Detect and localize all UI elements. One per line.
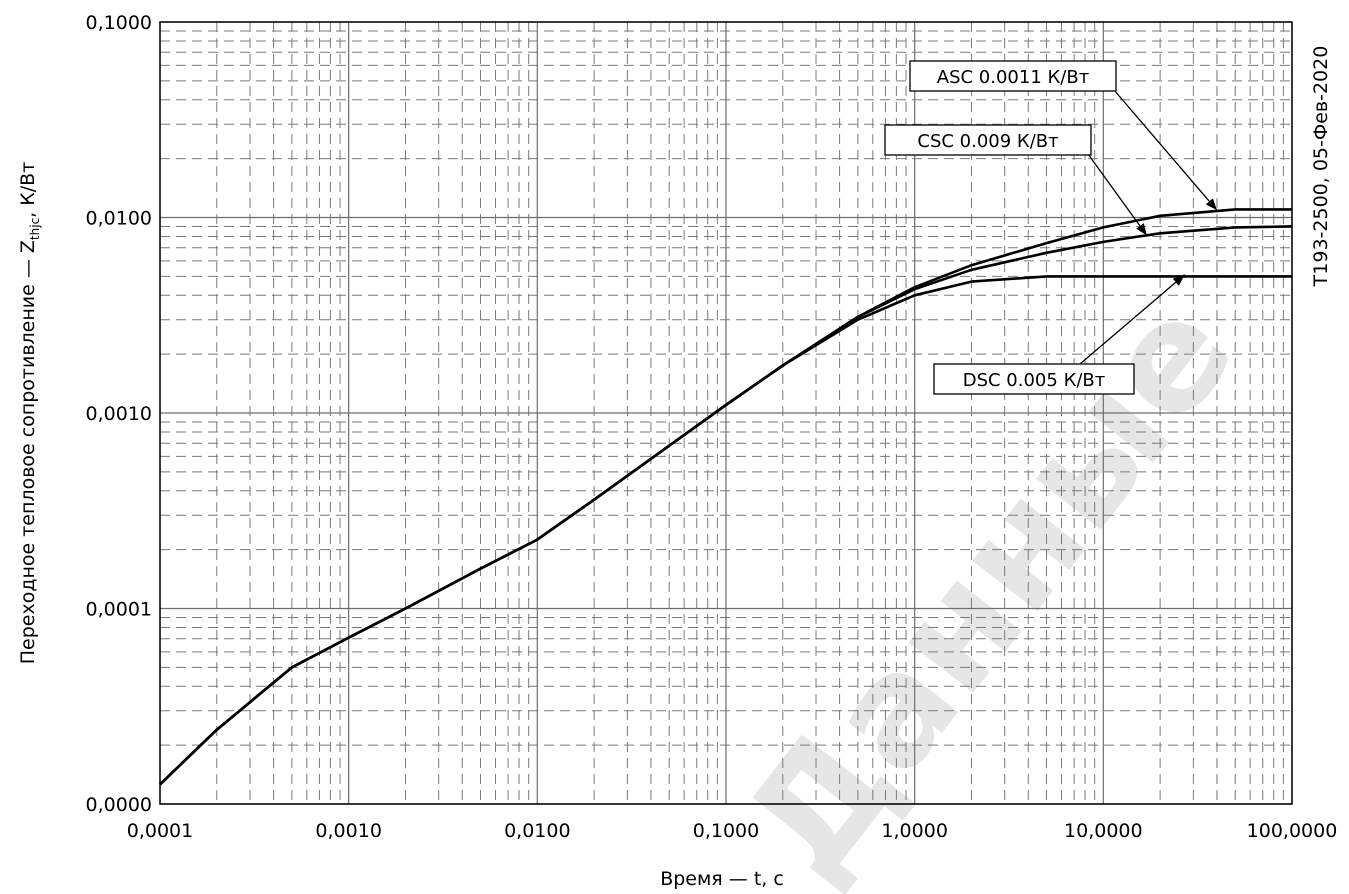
callout-label: DSC 0.005 К/Вт [963,370,1106,391]
callout-arrow [1087,153,1148,236]
side-note: Т193-2500, 05-Фев-2020 [1310,46,1332,288]
watermark: Данные [712,267,1267,894]
callout: CSC 0.009 К/Вт [884,124,1148,236]
y-axis-ticks: 0,0000 0,0001 0,0010 0,0100 0,1000 [86,12,152,816]
x-tick-label: 0,0100 [504,820,570,842]
x-tick-label: 10,0000 [1064,820,1143,842]
y-tick-label: 0,0001 [86,599,152,621]
x-axis-ticks: 0,0001 0,0010 0,0100 0,1000 1,0000 10,0000 100… [127,820,1338,842]
y-tick-label: 0,0100 [86,208,152,230]
y-tick-label: 0,0010 [86,403,152,425]
x-axis-title: Время — t, с [660,868,784,890]
x-tick-label: 100,0000 [1247,820,1338,842]
callout-box [909,60,1117,92]
x-tick-label: 1,0000 [881,820,947,842]
y-axis-title-subscript: thjc [28,218,42,240]
series-line [159,275,1292,786]
callout-label: ASC 0.0011 К/Вт [937,67,1089,88]
y-tick-label: 0,1000 [86,12,152,34]
x-tick-label: 0,0001 [127,820,193,842]
y-axis-title-tail: , К/Вт [17,162,39,218]
callout-box [933,363,1135,395]
callout-layer: ASC 0.0011 К/Вт CSC 0.009 К/Вт DSC 0.005 К… [884,60,1218,395]
x-tick-label: 0,1000 [693,820,759,842]
y-tick-label: 0,0000 [86,794,152,816]
callout-arrow [1079,274,1186,365]
callout-arrow [1113,89,1218,211]
series-layer [159,208,1293,786]
callout: ASC 0.0011 К/Вт [909,60,1218,211]
x-tick-label: 0,0010 [315,820,381,842]
callout: DSC 0.005 К/Вт [933,274,1186,395]
callout-box [884,124,1092,156]
y-axis-title-main: Переходное тепловое сопротивление — Z [17,240,39,664]
callout-label: CSC 0.009 К/Вт [917,131,1058,152]
plot-frame [159,21,1293,805]
y-axis-title: Переходное тепловое сопротивление — Zthj… [17,162,42,665]
